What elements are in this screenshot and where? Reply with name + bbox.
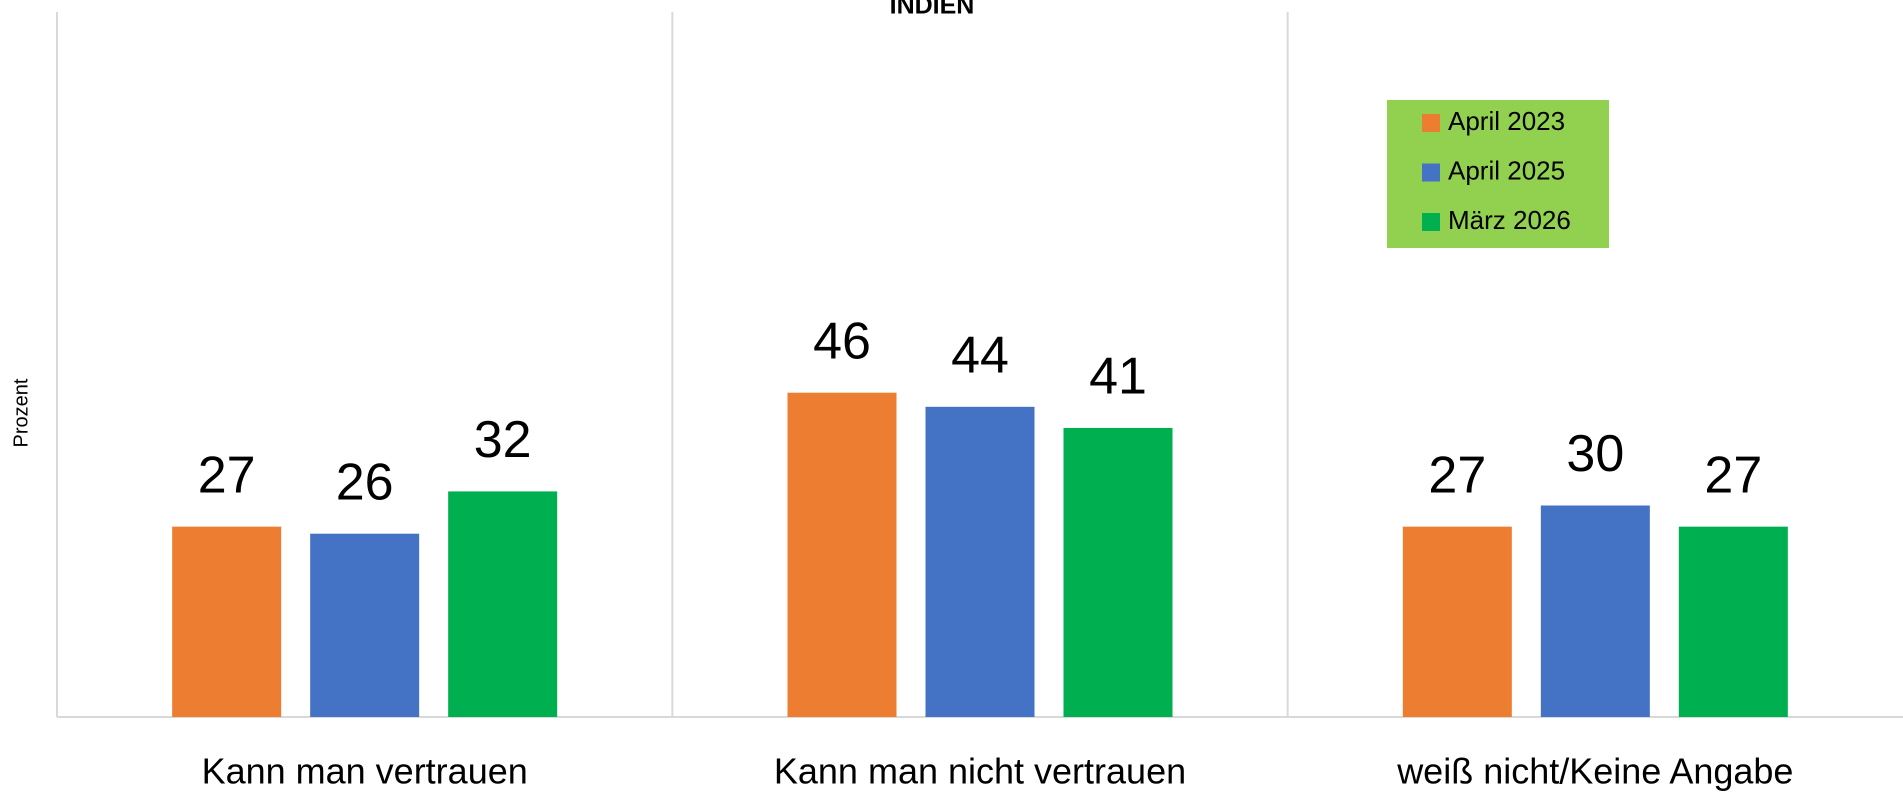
y-axis-label: Prozent	[10, 378, 32, 447]
data-label: 32	[474, 411, 532, 469]
x-tick-label: Kann man vertrauen	[202, 751, 528, 792]
bar	[787, 392, 897, 717]
x-tick-label: Kann man nicht vertrauen	[774, 751, 1186, 792]
legend-swatch	[1422, 213, 1440, 231]
legend-label: April 2025	[1448, 155, 1565, 185]
bar	[1678, 526, 1788, 717]
data-label: 46	[813, 312, 871, 370]
bar	[1063, 427, 1173, 717]
legend-swatch	[1422, 163, 1440, 182]
chart-title: INDIEN	[890, 0, 975, 20]
data-label: 44	[951, 327, 1009, 385]
bar	[925, 406, 1035, 717]
data-label: 27	[198, 446, 256, 504]
data-label: 30	[1566, 425, 1624, 483]
data-label: 27	[1704, 446, 1762, 504]
legend-swatch	[1422, 114, 1440, 132]
x-tick-label: weiß nicht/Keine Angabe	[1396, 751, 1793, 792]
bar	[1540, 505, 1650, 717]
data-label: 27	[1428, 446, 1486, 504]
legend-label: März 2026	[1448, 205, 1571, 235]
bar	[448, 491, 558, 717]
legend-label: April 2023	[1448, 106, 1565, 136]
data-label: 26	[336, 453, 394, 511]
bar	[1402, 526, 1512, 717]
bar	[172, 526, 282, 717]
data-label: 41	[1089, 348, 1147, 406]
bar	[310, 533, 420, 717]
